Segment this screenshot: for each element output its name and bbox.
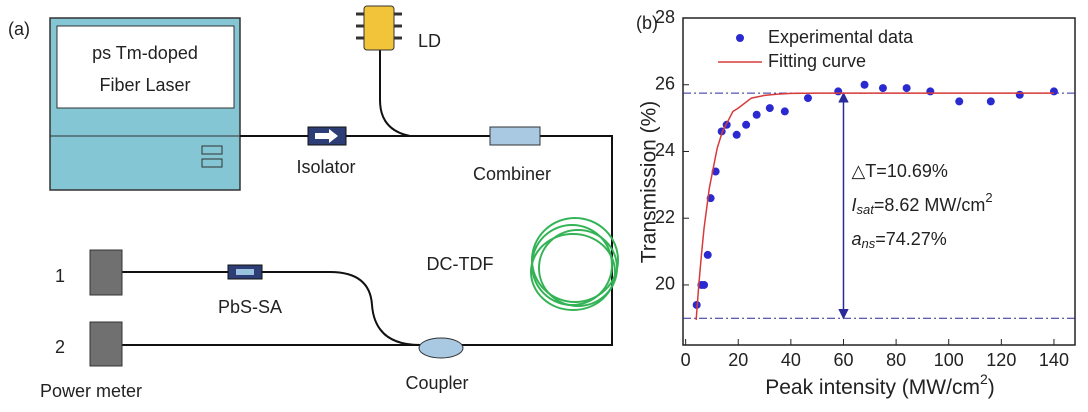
figure: (a) ps Tm-doped Fiber Laser LD Isolator … [0,0,1088,407]
x-axis-label-text: Peak intensity (MW/cm [765,376,980,399]
combiner [490,127,540,145]
annotation-sub: sat [856,202,875,217]
annotation: △T=10.69% [851,161,947,181]
fiber-coil [531,218,618,310]
data-point [766,104,774,112]
annotation-rest: =8.62 MW/cm [874,195,986,215]
data-point [926,87,934,95]
port-label: 1 [55,266,65,286]
y-tick-label: 24 [655,140,675,160]
annotation-rest: =74.27% [875,229,947,249]
annotation-sub: ns [861,236,875,251]
x-tick-label: 60 [833,350,853,370]
legend-label: Experimental data [768,27,914,47]
laser-label: ps Tm-doped [92,43,198,63]
panel-label: (a) [8,19,30,39]
power-meter [90,250,122,295]
y-tick-label: 26 [655,73,675,93]
ld-label: LD [418,31,441,51]
x-axis-label: Peak intensity (MW/cm2) [765,371,995,399]
diagram: (a) ps Tm-doped Fiber Laser LD Isolator … [8,6,618,401]
data-point [955,97,963,105]
y-axis-label: Transmission (%) [638,101,661,264]
data-point [987,97,995,105]
data-point [700,281,708,289]
plot-frame [683,18,1075,345]
annotation-text: △T=10.69% [851,161,947,181]
coupler [419,338,463,358]
laser-screen [57,26,234,108]
saturable-absorber [228,265,262,279]
x-axis-label-close: ) [988,376,995,399]
isolator [308,127,346,145]
data-point [804,94,812,102]
coupler-label: Coupler [405,373,468,393]
data-point [753,111,761,119]
annotation-text: a [851,229,861,249]
annotation: Isat=8.62 MW/cm2 [851,190,992,217]
port-label: 2 [55,337,65,357]
legend-label: Fitting curve [768,51,866,71]
power-meter [90,322,122,366]
data-point [1016,91,1024,99]
x-tick-label: 80 [886,350,906,370]
data-point [704,251,712,259]
fiber [380,50,410,136]
data-point [903,84,911,92]
x-axis-label-sup: 2 [980,371,988,387]
y-tick-label: 28 [655,7,675,27]
data-point [879,84,887,92]
data-point [834,87,842,95]
meter-label: Power meter [40,381,142,401]
x-tick-label: 140 [1039,350,1069,370]
laser-label: Fiber Laser [99,75,190,95]
data-point [861,81,869,89]
y-tick-label: 22 [655,207,675,227]
chart: (b) Transmission (%) Peak intensity (MW/… [636,7,1075,399]
x-tick-label: 0 [681,350,691,370]
x-tick-label: 20 [728,350,748,370]
data-point [1050,87,1058,95]
fiber-label: DC-TDF [427,254,494,274]
x-tick-label: 120 [986,350,1016,370]
data-point [742,121,750,129]
annotation-sup: 2 [985,190,992,205]
sa-label: PbS-SA [218,297,282,317]
combiner-label: Combiner [473,164,551,184]
isolator-label: Isolator [296,157,355,177]
y-tick-label: 20 [655,274,675,294]
data-point [781,107,789,115]
data-point [733,131,741,139]
x-tick-label: 100 [934,350,964,370]
legend-marker [736,34,744,42]
x-tick-label: 40 [781,350,801,370]
ld [356,6,402,50]
annotation: ans=74.27% [851,229,946,252]
